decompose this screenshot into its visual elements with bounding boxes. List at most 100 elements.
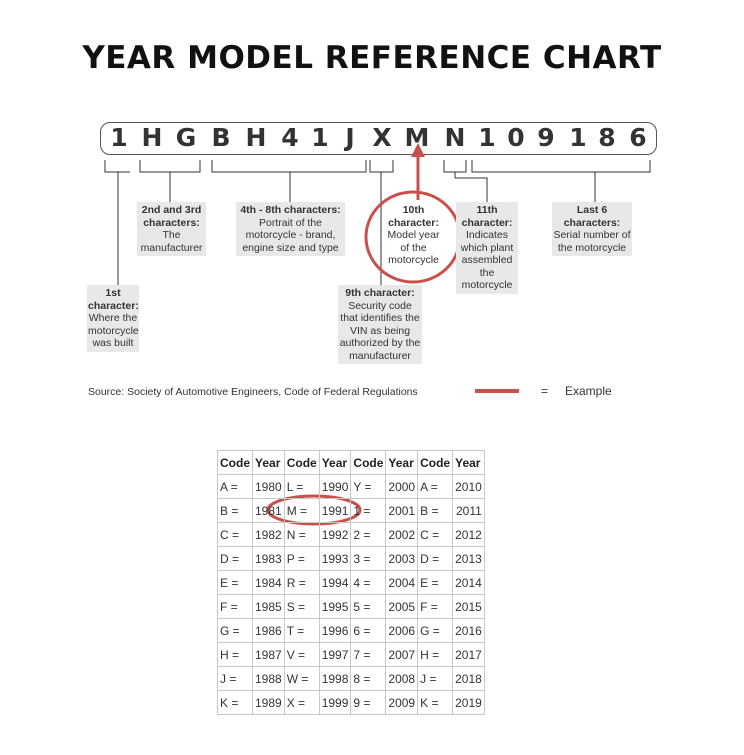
vin-char: 0: [507, 123, 525, 152]
year-cell: 1998: [318, 666, 352, 691]
code-cell: G =: [217, 618, 253, 643]
code-cell: X =: [283, 690, 320, 715]
code-cell: 7 =: [350, 642, 387, 667]
year-cell: 2008: [385, 666, 419, 691]
year-cell: 1996: [318, 618, 352, 643]
vin-char: B: [211, 123, 231, 152]
code-cell: R =: [283, 570, 320, 595]
year-cell: 1980: [252, 474, 285, 499]
vin-char: 1: [569, 123, 587, 152]
code-cell: J =: [417, 666, 454, 691]
year-cell: 2010: [452, 474, 485, 499]
code-cell: 8 =: [350, 666, 387, 691]
bracket-11th: [443, 160, 488, 202]
code-cell: 1 =: [350, 498, 387, 523]
table-header-row: Code Year Code Year Code Year Code Year: [217, 450, 485, 475]
vin-char: 8: [598, 123, 616, 152]
year-cell: 2003: [385, 546, 419, 571]
code-cell: Y =: [350, 474, 387, 499]
code-cell: A =: [217, 474, 253, 499]
code-cell: T =: [283, 618, 320, 643]
code-cell: D =: [217, 546, 253, 571]
year-code-table: Code Year Code Year Code Year Code Year A = 1980…: [217, 450, 485, 715]
bracket-2nd-3rd: [139, 160, 201, 202]
code-cell: C =: [217, 522, 253, 547]
legend-example-label: Example: [565, 384, 612, 398]
table-row: C = 1982 N = 1992 2 = 2002 C = 2012: [217, 522, 485, 547]
vin-char: J: [345, 123, 355, 152]
table-row: F = 1985 S = 1995 5 = 2005 F = 2015: [217, 594, 485, 619]
year-cell: 2015: [452, 594, 485, 619]
year-cell: 1999: [318, 690, 352, 715]
code-cell: P =: [283, 546, 320, 571]
bracket-last6: [471, 160, 651, 202]
table-row: A = 1980 L = 1990 Y = 2000 A = 2010: [217, 474, 485, 499]
code-cell: J =: [217, 666, 253, 691]
vin-char: 6: [629, 123, 647, 152]
code-cell: V =: [283, 642, 320, 667]
code-cell: K =: [217, 690, 253, 715]
year-cell: 2007: [385, 642, 419, 667]
year-cell: 2013: [452, 546, 485, 571]
year-cell: 2012: [452, 522, 485, 547]
code-cell: D =: [417, 546, 454, 571]
vin-char: 1: [110, 123, 128, 152]
code-cell: S =: [283, 594, 320, 619]
year-cell: 2018: [452, 666, 485, 691]
year-cell: 1988: [252, 666, 285, 691]
year-cell: 2006: [385, 618, 419, 643]
year-cell: 1994: [318, 570, 352, 595]
column-header: Code: [350, 450, 387, 475]
code-cell: F =: [417, 594, 454, 619]
year-cell: 1993: [318, 546, 352, 571]
vin-box: [100, 122, 657, 155]
code-cell: 3 =: [350, 546, 387, 571]
year-cell: 1989: [252, 690, 285, 715]
table-row: B = 1981 M = 1991 1 = 2001 B = 2011: [217, 498, 485, 523]
vin-char: 1: [311, 123, 329, 152]
year-cell: 2004: [385, 570, 419, 595]
code-cell: F =: [217, 594, 253, 619]
table-row: J = 1988 W = 1998 8 = 2008 J = 2018: [217, 666, 485, 691]
column-header: Year: [385, 450, 419, 475]
year-cell: 2016: [452, 618, 485, 643]
year-cell: 2000: [385, 474, 419, 499]
vin-char: 1: [478, 123, 496, 152]
year-cell: 1981: [252, 498, 285, 523]
year-cell: 1984: [252, 570, 285, 595]
year-cell: 2011: [452, 498, 485, 523]
vin-char: N: [444, 123, 466, 152]
legend-equals: =: [541, 384, 549, 398]
vin-char: G: [175, 123, 197, 152]
label-11th-character: 11th character: Indicates which plant ass…: [456, 202, 518, 294]
code-cell: 5 =: [350, 594, 387, 619]
year-cell: 2017: [452, 642, 485, 667]
code-cell: 6 =: [350, 618, 387, 643]
code-cell: E =: [417, 570, 454, 595]
year-cell: 1991: [318, 498, 352, 523]
bracket-1st: [104, 160, 130, 285]
year-cell: 2002: [385, 522, 419, 547]
code-cell: E =: [217, 570, 253, 595]
column-header: Code: [417, 450, 454, 475]
label-1st-character: 1st character: Where the motorcycle was b…: [87, 285, 139, 352]
code-cell: 4 =: [350, 570, 387, 595]
code-cell: M =: [283, 498, 320, 523]
code-cell: 2 =: [350, 522, 387, 547]
vin-char: H: [245, 123, 267, 152]
red-arrow-head: [411, 143, 425, 157]
year-cell: 1982: [252, 522, 285, 547]
year-cell: 1990: [318, 474, 352, 499]
code-cell: 9 =: [350, 690, 387, 715]
source-note: Source: Society of Automotive Engineers,…: [88, 386, 418, 398]
table-row: H = 1987 V = 1997 7 = 2007 H = 2017: [217, 642, 485, 667]
year-cell: 2009: [385, 690, 419, 715]
column-header: Year: [452, 450, 485, 475]
year-cell: 1986: [252, 618, 285, 643]
year-cell: 2001: [385, 498, 419, 523]
table-row: E = 1984 R = 1994 4 = 2004 E = 2014: [217, 570, 485, 595]
table-row: G = 1986 T = 1996 6 = 2006 G = 2016: [217, 618, 485, 643]
table-row: D = 1983 P = 1993 3 = 2003 D = 2013: [217, 546, 485, 571]
vin-char: 4: [281, 123, 299, 152]
code-cell: A =: [417, 474, 454, 499]
